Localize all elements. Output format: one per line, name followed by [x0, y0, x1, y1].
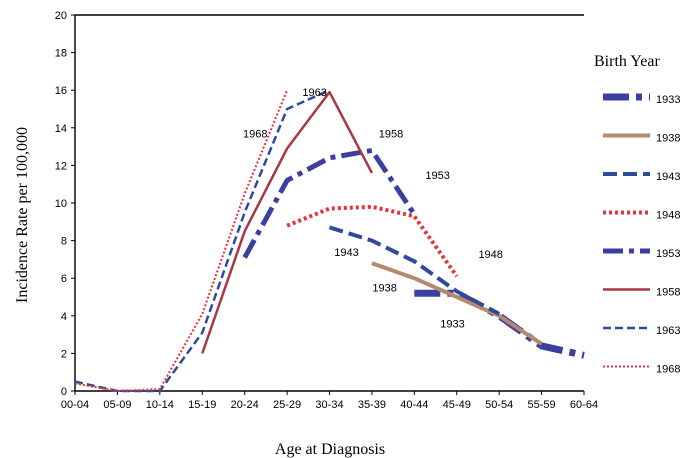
y-tick-label: 16	[55, 85, 67, 97]
annotation-label: 1933	[440, 318, 464, 330]
series-lines	[74, 89, 585, 393]
x-tick-label: 60-64	[570, 399, 598, 411]
x-tick-label: 20-24	[231, 399, 259, 411]
series-line-1968	[74, 89, 289, 392]
legend-label-1963: 1963	[656, 325, 680, 337]
y-tick-label: 8	[61, 236, 67, 248]
legend-label-1933: 1933	[656, 94, 680, 106]
series-line-1958	[201, 90, 374, 354]
y-tick-label: 6	[61, 273, 67, 285]
series-line-1933	[414, 289, 585, 359]
x-axis-ticks: 00-04 05-09 10-14 15-19 20-24 25-29 30-34 35-39…	[61, 391, 598, 411]
annotation-label: 1968	[243, 128, 267, 140]
x-tick-label: 25-29	[273, 399, 301, 411]
plot-frame	[74, 14, 584, 392]
annotation-label: 1938	[372, 283, 396, 295]
y-tick-label: 12	[55, 160, 67, 172]
legend-label-1953: 1953	[656, 248, 680, 260]
x-tick-label: 15-19	[188, 399, 216, 411]
x-tick-label: 50-54	[485, 399, 513, 411]
legend-title: Birth Year	[594, 53, 660, 70]
y-tick-label: 4	[61, 311, 67, 323]
annotation-label: 1958	[379, 128, 403, 140]
legend-label-1943: 1943	[656, 171, 680, 183]
x-tick-label: 40-44	[400, 399, 428, 411]
series-line-1938	[371, 261, 543, 346]
legend-label-1948: 1948	[656, 210, 680, 222]
annotation-label: 1948	[478, 249, 502, 261]
y-axis-ticks: 0 2 4 6 8 10 12 14 16 18 20	[55, 10, 75, 398]
y-tick-label: 0	[61, 386, 67, 398]
series-line-1953	[242, 147, 417, 259]
x-tick-label: 30-34	[315, 399, 343, 411]
x-tick-label: 45-49	[443, 399, 471, 411]
series-line-1943	[328, 225, 501, 316]
y-tick-label: 2	[61, 348, 67, 360]
x-tick-label: 00-04	[61, 399, 89, 411]
x-tick-label: 35-39	[358, 399, 386, 411]
y-tick-label: 18	[55, 48, 67, 60]
series-line-1963	[74, 89, 331, 393]
x-tick-label: 10-14	[146, 399, 174, 411]
x-tick-label: 05-09	[103, 399, 131, 411]
series-annotations: 1963 1968 1958 1953 1948 1943 1938 1933	[243, 87, 503, 330]
legend-label-1958: 1958	[656, 287, 680, 299]
annotation-label: 1953	[425, 170, 449, 182]
legend-label-1968: 1968	[656, 364, 680, 376]
annotation-label: 1963	[302, 87, 326, 99]
y-tick-label: 14	[55, 123, 67, 135]
y-tick-label: 20	[55, 10, 67, 22]
y-tick-label: 10	[55, 198, 67, 210]
annotation-label: 1943	[334, 247, 358, 259]
y-axis-title: Incidence Rate per 100,000	[14, 127, 31, 303]
series-line-1948	[286, 204, 459, 278]
x-tick-label: 55-59	[528, 399, 556, 411]
x-axis-title: Age at Diagnosis	[275, 441, 385, 458]
legend-label-1938: 1938	[656, 133, 680, 145]
legend: Birth Year 1933 1938 1943 1948 1953 1958 1963 1…	[594, 53, 680, 376]
